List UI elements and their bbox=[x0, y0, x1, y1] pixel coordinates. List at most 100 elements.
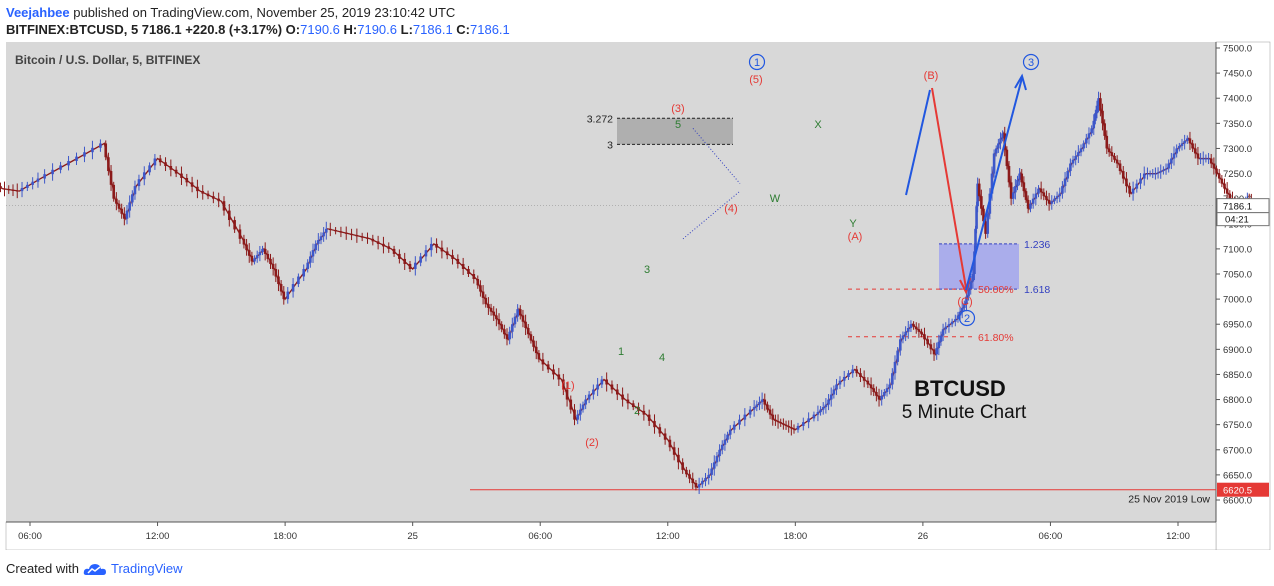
candle-body bbox=[960, 307, 964, 312]
candle-body bbox=[829, 394, 833, 400]
candle-body bbox=[1199, 158, 1202, 160]
candle-body bbox=[484, 297, 488, 305]
low-price-tag-label: 6620.5 bbox=[1223, 486, 1252, 497]
candle-body bbox=[893, 361, 897, 374]
candle-body bbox=[1014, 186, 1017, 193]
candle-body bbox=[802, 422, 805, 426]
candle-body bbox=[880, 395, 883, 400]
candle-body bbox=[325, 228, 328, 233]
candle-body bbox=[851, 369, 855, 374]
candle-body bbox=[653, 420, 656, 428]
candle-body bbox=[279, 284, 283, 292]
candle-body bbox=[576, 414, 579, 420]
candle-body bbox=[965, 296, 968, 305]
candle-body bbox=[954, 319, 957, 322]
candle-body bbox=[1180, 143, 1184, 146]
wave-label-green: Y bbox=[849, 218, 857, 230]
candle-body bbox=[20, 187, 24, 192]
open-label: O: bbox=[285, 22, 301, 37]
candle-body bbox=[534, 346, 538, 354]
candle-body bbox=[877, 395, 881, 400]
target-zone bbox=[617, 118, 733, 145]
candle-body bbox=[309, 256, 312, 263]
candle-body bbox=[1105, 135, 1109, 149]
y-tick-label: 7250.0 bbox=[1223, 169, 1252, 180]
low-price-tag bbox=[1217, 482, 1269, 497]
candle-body bbox=[980, 196, 983, 209]
candle-body bbox=[1228, 193, 1232, 199]
watermark-subtitle: 5 Minute Chart bbox=[902, 402, 1027, 423]
author-link[interactable]: Veejahbee bbox=[6, 5, 70, 20]
candle-body bbox=[1077, 152, 1080, 156]
candle-body bbox=[1103, 123, 1106, 136]
candle-body bbox=[784, 424, 788, 426]
y-tick-label: 6800.0 bbox=[1223, 395, 1252, 406]
candle-body bbox=[487, 304, 490, 308]
candle-body bbox=[707, 474, 711, 479]
price-chart[interactable]: 7500.07450.07400.07350.07300.07250.07200… bbox=[0, 40, 1274, 550]
tradingview-brand[interactable]: TradingView bbox=[110, 561, 183, 576]
candle-body bbox=[1045, 196, 1048, 200]
candle-body bbox=[500, 324, 503, 330]
candle-body bbox=[1164, 168, 1168, 170]
candle-body bbox=[497, 319, 501, 325]
projection-up-3 bbox=[965, 77, 1023, 291]
candle-body bbox=[986, 213, 990, 234]
candle-body bbox=[701, 481, 704, 485]
candle-body bbox=[3, 188, 6, 190]
current-price-tag-label: 7186.1 bbox=[1223, 202, 1252, 213]
candle-body bbox=[977, 183, 981, 197]
candle-body bbox=[1018, 173, 1021, 180]
candle-body bbox=[112, 184, 116, 199]
x-tick-label: 12:00 bbox=[146, 531, 170, 542]
candle-body bbox=[899, 339, 902, 351]
wave-label-green: 2 bbox=[634, 405, 640, 417]
candle-body bbox=[807, 418, 810, 423]
candle-body bbox=[314, 243, 317, 251]
candle-body bbox=[1011, 192, 1015, 199]
wave-circle bbox=[1022, 53, 1040, 71]
candle-body bbox=[766, 404, 769, 410]
candle-body bbox=[1050, 201, 1054, 204]
wave-label-red: (4) bbox=[724, 203, 737, 215]
x-tick-label: 18:00 bbox=[273, 531, 297, 542]
projection-up-arrowhead bbox=[1014, 73, 1027, 91]
candle-body bbox=[277, 276, 280, 285]
candle-body bbox=[1037, 188, 1040, 194]
candle-body bbox=[513, 316, 517, 325]
candle-body bbox=[334, 230, 337, 232]
candle-body bbox=[1090, 128, 1093, 134]
symbol-label: BITFINEX:BTCUSD, 5 bbox=[6, 22, 139, 37]
candle-body bbox=[760, 399, 764, 403]
candle-body bbox=[712, 462, 716, 469]
candle-body bbox=[835, 384, 838, 390]
candle-body bbox=[1092, 120, 1096, 129]
candle-body bbox=[1082, 143, 1085, 149]
x-tick-label: 12:00 bbox=[656, 531, 680, 542]
candle-body bbox=[997, 143, 1000, 149]
candle-body bbox=[926, 339, 929, 345]
candle-body bbox=[492, 311, 496, 316]
y-tick-label: 7350.0 bbox=[1223, 119, 1252, 130]
candle-body bbox=[344, 232, 348, 234]
candle-body bbox=[1099, 98, 1102, 111]
candle-body bbox=[1107, 148, 1111, 153]
candle-body bbox=[642, 410, 646, 415]
candle-body bbox=[971, 274, 975, 282]
candle-body bbox=[958, 311, 962, 316]
candle-body bbox=[787, 425, 790, 428]
candle-body bbox=[282, 291, 286, 300]
candle-body bbox=[866, 380, 870, 385]
projection-up-b bbox=[905, 89, 931, 196]
candle-body bbox=[743, 414, 747, 420]
candle-body bbox=[1069, 163, 1072, 172]
candle-body bbox=[1061, 186, 1064, 194]
candle-body bbox=[445, 251, 449, 256]
tradingview-cloud-icon bbox=[83, 563, 106, 575]
candle-body bbox=[859, 373, 862, 377]
candle-body bbox=[816, 412, 820, 415]
candle-body bbox=[360, 236, 364, 238]
candle-body bbox=[1159, 171, 1163, 173]
candle-body bbox=[537, 353, 541, 360]
candle-body bbox=[697, 484, 701, 488]
